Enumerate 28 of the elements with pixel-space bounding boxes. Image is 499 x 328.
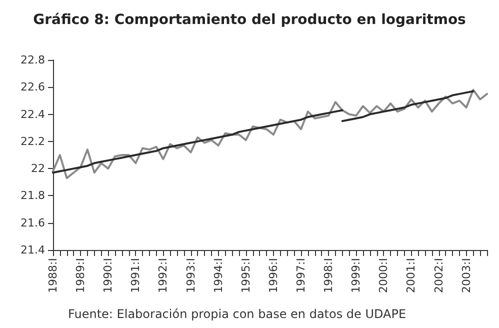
x-tick-label: 2002:I — [432, 258, 446, 293]
chart-title: Gráfico 8: Comportamiento del producto en logaritmos — [33, 12, 466, 28]
y-tick-label: 22.2 — [20, 134, 45, 148]
x-tick-label: 2001:I — [404, 258, 418, 293]
x-tick-label: 1991:I — [129, 258, 142, 293]
y-tick-label: 22.6 — [20, 80, 45, 94]
line-series — [52, 88, 488, 180]
x-tick-label: 1994:I — [212, 258, 225, 293]
x-tick-label: 1990:I — [102, 258, 115, 293]
y-tick-label: 21.4 — [20, 244, 45, 256]
x-tick-label: 1999:I — [350, 258, 363, 293]
x-tick-label: 1995:I — [239, 258, 252, 293]
y-tick-label: 21.8 — [20, 189, 45, 202]
y-tick-label: 22.8 — [20, 54, 45, 66]
x-tick-label: 1992:I — [156, 258, 170, 293]
source-note: Fuente: Elaboración propia con base en datos de UDAPE — [68, 307, 406, 321]
line-series — [341, 90, 474, 122]
x-tick-label: 1989:I — [74, 258, 88, 293]
x-tick-label: 1988:I — [46, 258, 60, 293]
x-tick-label: 1996:I — [266, 258, 280, 293]
x-tick-label: 2000:I — [377, 258, 390, 293]
x-tick-label: 1998:I — [322, 258, 336, 293]
x-tick-label: 1997:I — [294, 258, 308, 293]
y-tick-label: 22 — [31, 162, 45, 176]
y-tick-label: 21.6 — [20, 216, 45, 230]
y-tick-label: 22.4 — [20, 108, 45, 121]
x-tick-label: 2003:I — [460, 258, 473, 293]
x-tick-label: 1993:I — [184, 258, 198, 293]
